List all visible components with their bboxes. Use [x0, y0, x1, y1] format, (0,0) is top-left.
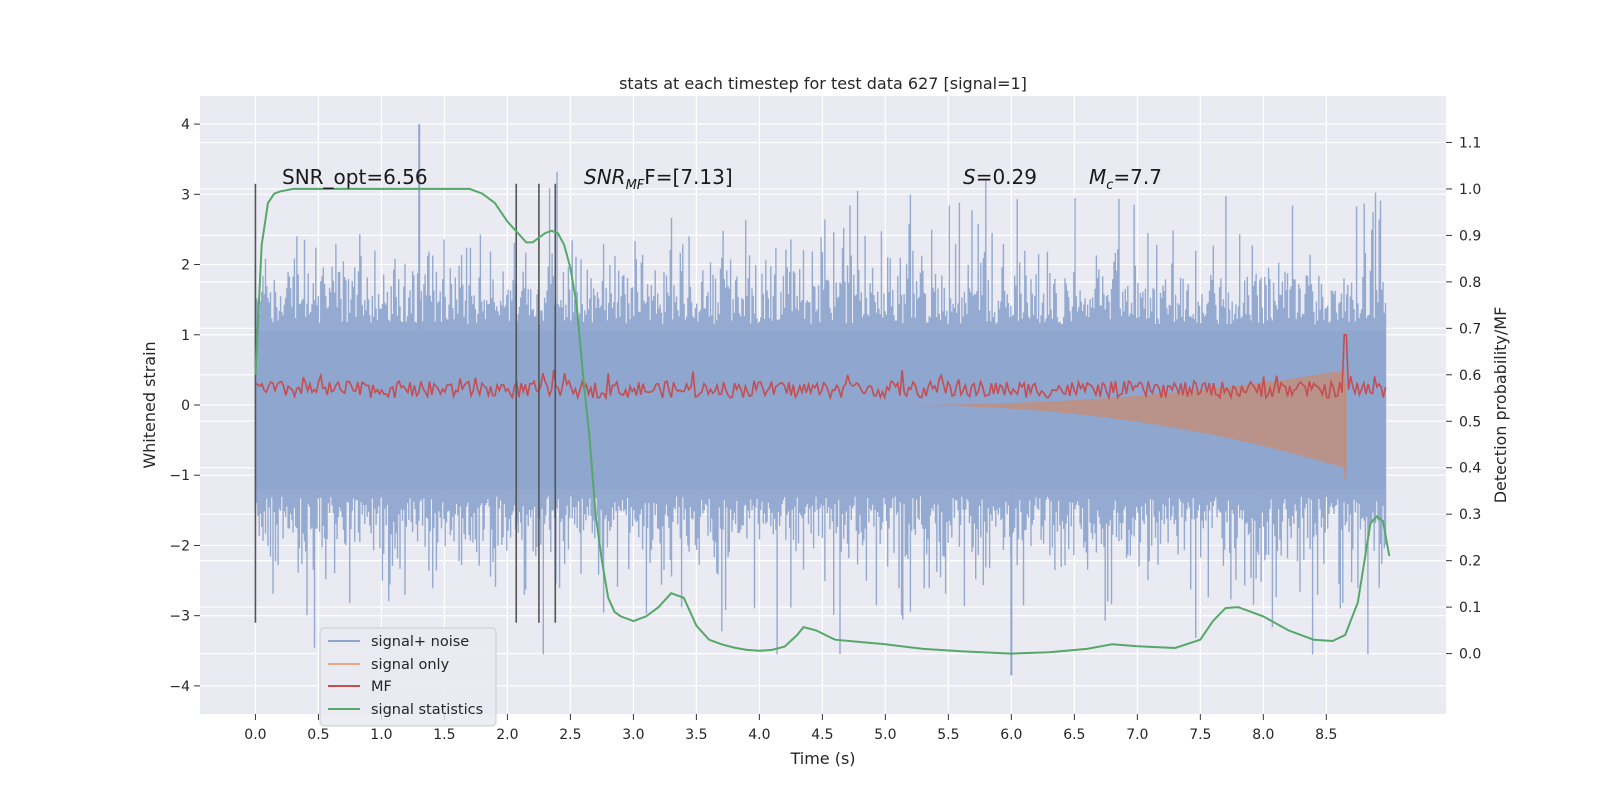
x-tick-label: 7.0	[1126, 727, 1148, 743]
y2-tick-label: 1.1	[1459, 135, 1481, 151]
y-tick-label: 4	[181, 117, 190, 133]
y-tick-label: −4	[169, 679, 190, 695]
legend-label-statistics: signal statistics	[371, 702, 483, 718]
x-tick-label: 2.5	[559, 727, 581, 743]
y2-ticks: 1.1 1.0 0.9 0.8 0.7 0.6 0.5 0.4 0.3 0.2 0.1 0.0	[1446, 135, 1481, 663]
chart-title: stats at each timestep for test data 627…	[619, 74, 1027, 93]
annotation-snr-mf: SNRMFF=[7.13]	[584, 165, 733, 193]
x-tick-label: 6.0	[1000, 727, 1022, 743]
mf-line	[255, 333, 1387, 401]
legend: signal+ noise signal only MF signal stat…	[319, 627, 497, 727]
y-tick-label: 1	[181, 328, 190, 344]
x-tick-label: 2.0	[496, 727, 518, 743]
x-tick-label: 3.0	[622, 727, 644, 743]
y2-tick-label: 0.8	[1459, 275, 1481, 291]
y-axis-label: Whitened strain	[140, 341, 159, 468]
y-tick-label: 2	[181, 258, 190, 274]
x-tick-label: 6.5	[1063, 727, 1085, 743]
y-tick-label: −1	[169, 468, 190, 484]
x-tick-label: 5.5	[937, 727, 959, 743]
y-tick-label: −3	[169, 609, 190, 625]
x-tick-label: 8.0	[1252, 727, 1274, 743]
signal-statistics-line	[254, 187, 1391, 655]
y2-tick-label: 0.5	[1459, 414, 1481, 430]
mf-series	[255, 333, 1387, 401]
y-ticks: 4 3 2 1 0 −1 −2 −3 −4	[169, 117, 200, 695]
y2-tick-label: 0.0	[1459, 647, 1481, 663]
y-tick-label: 0	[181, 398, 190, 414]
y2-tick-label: 0.7	[1459, 321, 1481, 337]
y2-tick-label: 0.2	[1459, 554, 1481, 570]
legend-label-mf: MF	[371, 679, 392, 695]
vertical-markers	[254, 183, 557, 623]
annotation-s: S=0.29	[963, 165, 1037, 189]
annotation-mc: Mc=7.7	[1089, 165, 1162, 193]
y-tick-label: 3	[181, 187, 190, 203]
x-axis-label: Time (s)	[789, 749, 855, 768]
legend-label-noise: signal+ noise	[371, 634, 469, 650]
x-tick-label: 0.5	[307, 727, 329, 743]
x-tick-label: 5.0	[874, 727, 896, 743]
x-tick-label: 8.5	[1315, 727, 1337, 743]
y2-tick-label: 0.1	[1459, 600, 1481, 616]
x-tick-label: 0.0	[244, 727, 266, 743]
x-ticks: 0.0 0.5 1.0 1.5 2.0 2.5 3.0 3.5 4.0 4.5 5.0 5.5 6.0 6…	[244, 714, 1337, 743]
x-tick-label: 4.5	[811, 727, 833, 743]
y2-axis-label: Detection probability/MF	[1491, 307, 1510, 504]
y2-tick-label: 1.0	[1459, 182, 1481, 198]
legend-label-signal: signal only	[371, 657, 450, 673]
x-tick-label: 1.0	[370, 727, 392, 743]
signal-statistics-series	[254, 187, 1391, 655]
y2-tick-label: 0.4	[1459, 461, 1481, 477]
x-tick-label: 1.5	[433, 727, 455, 743]
y2-tick-label: 0.3	[1459, 507, 1481, 523]
y-tick-label: −2	[169, 538, 190, 554]
legend-box	[319, 627, 497, 727]
annotation-snr-opt: SNR_opt=6.56	[282, 165, 428, 189]
x-tick-label: 4.0	[748, 727, 770, 743]
x-tick-label: 3.5	[685, 727, 707, 743]
x-tick-label: 7.5	[1189, 727, 1211, 743]
y2-tick-label: 0.9	[1459, 228, 1481, 244]
y2-tick-label: 0.6	[1459, 368, 1481, 384]
